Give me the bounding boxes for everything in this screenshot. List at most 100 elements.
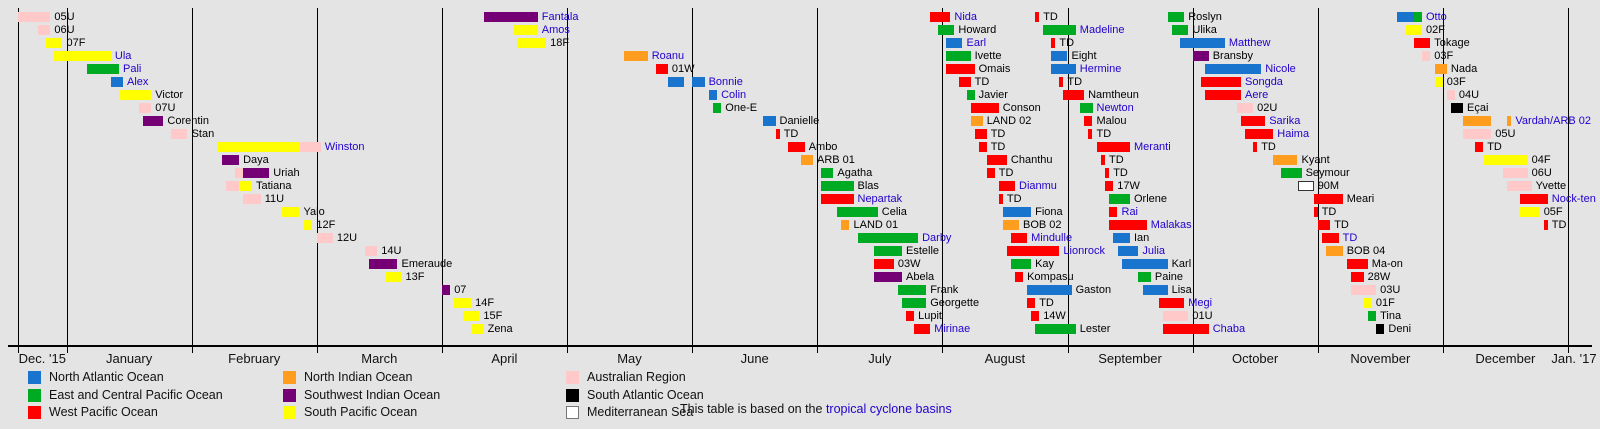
storm-bar <box>914 324 931 334</box>
storm-bar <box>1159 298 1185 308</box>
storm-bar <box>119 90 152 100</box>
storm-label[interactable]: Mirinae <box>934 323 971 335</box>
storm-label: TD <box>1067 76 1083 88</box>
storm-bar <box>1002 220 1019 230</box>
storm-label: Agatha <box>837 167 873 179</box>
storm-bar <box>1200 77 1242 87</box>
storm-label[interactable]: Nicole <box>1265 63 1296 75</box>
storm-label[interactable]: Megi <box>1188 297 1213 309</box>
storm-label[interactable]: Lionrock <box>1063 245 1105 257</box>
storm-label[interactable]: Vardah/ARB 02 <box>1515 115 1592 127</box>
storm-bar <box>1434 77 1443 87</box>
storm-bar <box>1503 168 1528 178</box>
storm-bar <box>454 298 472 308</box>
storm-label: Lisa <box>1171 284 1192 296</box>
axis-tick <box>191 347 193 353</box>
storm-label: Ambo <box>808 141 838 153</box>
storm-label[interactable]: Mindulle <box>1031 232 1073 244</box>
storm-bar <box>385 272 402 282</box>
storm-label[interactable]: Julia <box>1142 245 1166 257</box>
storm-label[interactable]: Alex <box>127 76 149 88</box>
storm-label: Lester <box>1079 323 1111 335</box>
storm-label[interactable]: Newton <box>1096 102 1134 114</box>
storm-label: Kay <box>1035 258 1055 270</box>
basins-link[interactable]: tropical cyclone basins <box>825 402 952 416</box>
storm-label[interactable]: Fantala <box>541 11 579 23</box>
storm-bar <box>1413 38 1431 48</box>
storm-bar <box>1321 233 1339 243</box>
storm-label[interactable]: Madeline <box>1079 24 1125 36</box>
storm-label: Roslyn <box>1188 11 1222 23</box>
storm-label: 02F <box>1426 24 1445 36</box>
axis-tick <box>567 347 568 353</box>
storm-label: Tokage <box>1434 37 1470 49</box>
storm-bar <box>516 38 547 48</box>
storm-label[interactable]: Hermine <box>1079 63 1122 75</box>
storm-bar <box>1376 324 1385 334</box>
storm-label[interactable]: Meranti <box>1134 141 1171 153</box>
storm-label: Bransby <box>1212 50 1254 62</box>
storm-label[interactable]: Sarika <box>1269 115 1301 127</box>
storm-bar <box>1507 116 1512 126</box>
storm-label[interactable]: Aere <box>1245 89 1269 101</box>
storm-label[interactable]: Winston <box>324 141 365 153</box>
storm-label[interactable]: TD <box>1342 232 1358 244</box>
storm-label[interactable]: Nock-ten <box>1551 193 1596 205</box>
storm-label[interactable]: Malakas <box>1150 219 1192 231</box>
storm-label[interactable]: Ula <box>114 50 132 62</box>
storm-bar <box>1163 311 1189 321</box>
storm-bar <box>54 51 111 61</box>
storm-label[interactable]: Pali <box>123 63 142 75</box>
storm-label[interactable]: Rai <box>1121 206 1139 218</box>
storm-bar <box>1027 285 1072 295</box>
legend-label-swio: Southwest Indian Ocean <box>304 387 441 402</box>
storm-label[interactable]: Chaba <box>1212 323 1246 335</box>
storm-bar <box>1413 12 1422 22</box>
storm-bar <box>1367 311 1376 321</box>
storm-label[interactable]: Songda <box>1245 76 1283 88</box>
storm-bar <box>110 77 123 87</box>
storm-label: 07U <box>155 102 176 114</box>
storm-label: Ivette <box>974 50 1002 62</box>
storm-label[interactable]: Haima <box>1277 128 1310 140</box>
storm-label: TD <box>1043 11 1058 23</box>
storm-bar <box>946 51 971 61</box>
storm-label[interactable]: Matthew <box>1228 37 1271 49</box>
storm-label[interactable]: Earl <box>966 37 987 49</box>
storm-label: Lupit <box>918 310 942 322</box>
legend-label-epac: East and Central Pacific Ocean <box>49 387 223 402</box>
storm-bar <box>692 77 705 87</box>
storm-bar <box>966 90 975 100</box>
storm-label[interactable]: Nida <box>954 11 978 23</box>
storm-bar <box>303 220 313 230</box>
storm-label: Stan <box>191 128 215 140</box>
storm-label[interactable]: Darby <box>922 232 952 244</box>
storm-label: Nada <box>1450 63 1478 75</box>
storm-bar <box>1180 38 1225 48</box>
storm-bar <box>239 181 252 191</box>
storm-bar <box>441 285 451 295</box>
storm-label[interactable]: Amos <box>541 24 570 36</box>
storm-label[interactable]: Roanu <box>651 50 685 62</box>
storm-bar <box>1171 25 1189 35</box>
storm-label: 01U <box>1192 310 1213 322</box>
storm-label[interactable]: Bonnie <box>708 76 743 88</box>
storm-label: 03F <box>1446 76 1466 88</box>
month-gridline <box>1317 8 1319 346</box>
storm-bar <box>171 129 188 139</box>
storm-label[interactable]: Otto <box>1426 11 1447 23</box>
storm-bar <box>46 38 63 48</box>
storm-label[interactable]: Dianmu <box>1019 180 1057 192</box>
storm-label: 14U <box>381 245 402 257</box>
storm-label: One-E <box>725 102 758 114</box>
storm-label: Omais <box>978 63 1011 75</box>
storm-label[interactable]: Colin <box>721 89 747 101</box>
legend-label-natl: North Atlantic Ocean <box>49 370 164 384</box>
storm-label: TD <box>990 128 1006 140</box>
legend-swatch-nio <box>283 371 296 384</box>
storm-label: Meari <box>1346 193 1375 205</box>
footnote: This table is based on the tropical cycl… <box>680 402 952 416</box>
storm-bar <box>299 142 321 152</box>
storm-label: 17W <box>1117 180 1140 192</box>
storm-label[interactable]: Nepartak <box>857 193 903 205</box>
